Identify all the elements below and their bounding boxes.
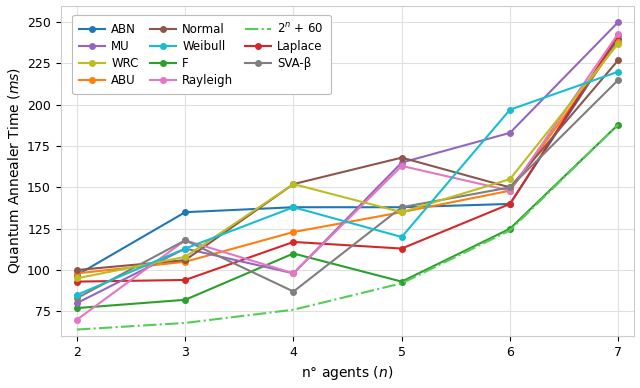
ABU	[506, 188, 514, 193]
Laplace	[73, 279, 81, 284]
Laplace	[506, 202, 514, 206]
Weibull	[73, 293, 81, 297]
$2^n$ + 60	[506, 228, 514, 233]
Rayleigh	[181, 238, 189, 242]
Line: Weibull: Weibull	[74, 69, 621, 298]
SVA-β	[73, 296, 81, 300]
Line: ABU: ABU	[74, 39, 621, 276]
WRC	[290, 182, 298, 186]
F	[506, 226, 514, 231]
F	[290, 251, 298, 256]
Normal	[181, 258, 189, 262]
ABU	[398, 210, 406, 215]
$2^n$ + 60	[290, 307, 298, 312]
SVA-β	[290, 289, 298, 294]
MU	[181, 246, 189, 251]
Line: ABN: ABN	[74, 36, 621, 278]
Rayleigh	[290, 271, 298, 276]
WRC	[506, 177, 514, 182]
Normal	[73, 268, 81, 272]
WRC	[614, 41, 622, 46]
ABU	[614, 40, 622, 44]
Weibull	[290, 205, 298, 210]
$2^n$ + 60	[181, 320, 189, 325]
Weibull	[614, 69, 622, 74]
F	[614, 122, 622, 127]
$2^n$ + 60	[73, 327, 81, 332]
Rayleigh	[506, 188, 514, 193]
Rayleigh	[614, 31, 622, 36]
SVA-β	[614, 78, 622, 82]
F	[181, 298, 189, 302]
Weibull	[398, 235, 406, 239]
Laplace	[290, 240, 298, 244]
MU	[614, 20, 622, 24]
WRC	[73, 276, 81, 281]
Line: F: F	[74, 122, 621, 311]
WRC	[398, 210, 406, 215]
Rayleigh	[398, 164, 406, 168]
MU	[398, 160, 406, 165]
SVA-β	[506, 185, 514, 190]
ABU	[290, 230, 298, 234]
ABN	[506, 202, 514, 206]
Normal	[506, 185, 514, 190]
F	[73, 306, 81, 310]
MU	[290, 271, 298, 276]
SVA-β	[181, 238, 189, 242]
Weibull	[506, 107, 514, 112]
Line: Rayleigh: Rayleigh	[74, 31, 621, 322]
ABU	[181, 260, 189, 264]
ABN	[290, 205, 298, 210]
MU	[506, 130, 514, 135]
Line: Normal: Normal	[74, 57, 621, 273]
$2^n$ + 60	[398, 281, 406, 286]
Line: WRC: WRC	[74, 41, 621, 281]
Normal	[290, 182, 298, 186]
Laplace	[181, 278, 189, 282]
WRC	[181, 255, 189, 259]
Line: MU: MU	[74, 19, 621, 306]
Rayleigh	[73, 317, 81, 322]
ABN	[181, 210, 189, 215]
ABN	[398, 205, 406, 210]
Laplace	[614, 33, 622, 38]
Line: $2^n$ + 60: $2^n$ + 60	[77, 125, 618, 329]
ABU	[73, 271, 81, 276]
Legend: ABN, MU, WRC, ABU, Normal, Weibull, F, Rayleigh, $2^n$ + 60, Laplace, SVA-β: ABN, MU, WRC, ABU, Normal, Weibull, F, R…	[72, 15, 331, 94]
Weibull	[181, 246, 189, 251]
X-axis label: n° agents ($n$): n° agents ($n$)	[301, 364, 394, 383]
SVA-β	[398, 205, 406, 210]
F	[398, 279, 406, 284]
Laplace	[398, 246, 406, 251]
MU	[73, 301, 81, 305]
Normal	[398, 155, 406, 160]
Line: SVA-β: SVA-β	[74, 77, 621, 301]
ABN	[73, 273, 81, 277]
ABN	[614, 36, 622, 41]
$2^n$ + 60	[614, 122, 622, 127]
Normal	[614, 58, 622, 62]
Y-axis label: Quantum Annealer Time ($ms$): Quantum Annealer Time ($ms$)	[6, 68, 22, 274]
Line: Laplace: Laplace	[74, 33, 621, 284]
